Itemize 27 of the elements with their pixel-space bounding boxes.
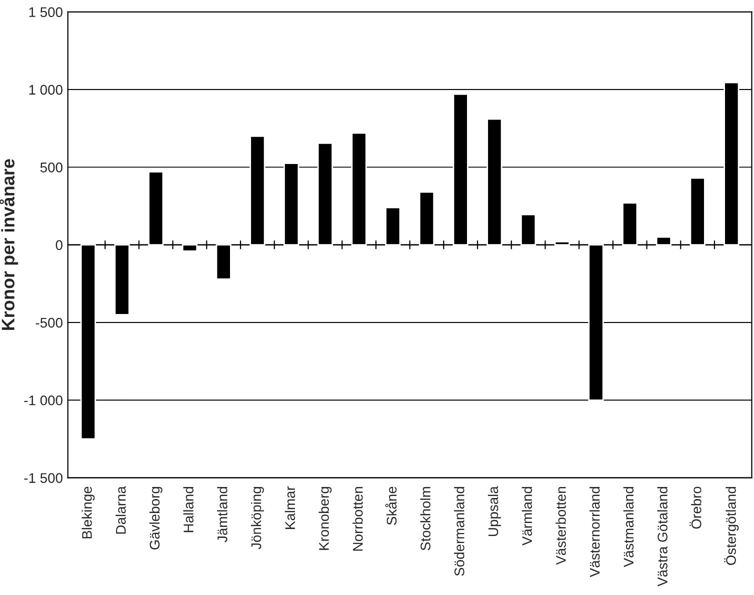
- x-tick-label: Uppsala: [488, 486, 501, 536]
- y-tick-label: -1 500: [24, 473, 62, 483]
- x-tick-label: Västmanland: [623, 487, 634, 568]
- x-tick-label: Kronoberg: [318, 487, 332, 550]
- x-tick-label: Värmland: [522, 487, 532, 546]
- x-tick-label: Halland: [183, 487, 194, 532]
- y-tick-label: 500: [40, 162, 62, 172]
- x-tick-label: Skåne: [385, 486, 397, 525]
- x-tick-label: Västerbotten: [556, 487, 566, 565]
- x-tick-label: Blekinge: [82, 486, 95, 538]
- x-tick-label: Kalmar: [284, 486, 296, 529]
- x-tick-label: Jämtland: [217, 487, 228, 542]
- x-tick-label: Västernorrland: [590, 487, 600, 578]
- y-tick-label: -1 000: [24, 395, 62, 406]
- x-tick-label: Södermanland: [454, 487, 464, 576]
- y-tick-label: 1 000: [29, 84, 62, 95]
- x-tick-label: Dalarna: [116, 486, 126, 534]
- x-tick-label: Gävleborg: [149, 487, 162, 550]
- x-tick-label: Västra Götaland: [657, 487, 668, 586]
- x-tick-label: Norrbotten: [352, 487, 363, 551]
- y-tick-label: -500: [36, 318, 62, 328]
- x-tick-label: Örebro: [690, 486, 702, 529]
- x-tick-label: Östergötland: [724, 487, 739, 565]
- x-tick-label: Jönköping: [250, 487, 264, 550]
- y-tick-label: 0: [56, 240, 62, 250]
- y-tick-label: 1 500: [29, 7, 62, 18]
- x-tick-label: Stockholm: [420, 487, 430, 550]
